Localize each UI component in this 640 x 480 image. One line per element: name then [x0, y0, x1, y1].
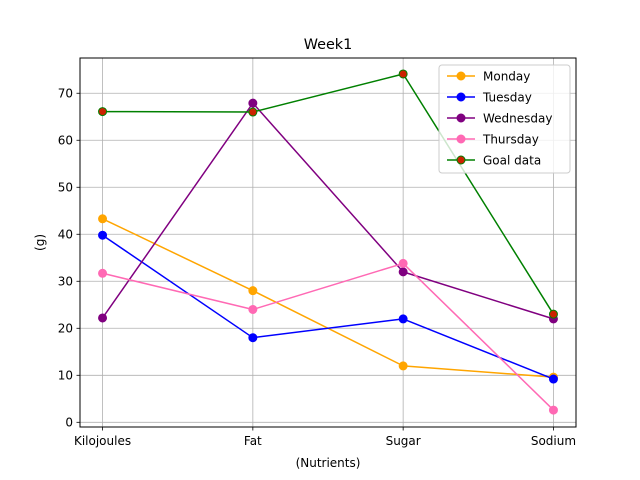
series-line: [101, 102, 554, 320]
x-tick-label: Kilojoules: [74, 434, 131, 448]
data-point: [98, 107, 108, 117]
series-tuesday: [98, 230, 558, 384]
legend-label: Thursday: [482, 132, 539, 146]
plot-frame: [79, 57, 577, 428]
chart-title: Week1: [304, 37, 353, 53]
legend-item: Goal data: [447, 153, 541, 167]
data-point: [248, 98, 258, 108]
data-point: [98, 214, 108, 224]
legend-label: Goal data: [483, 153, 541, 167]
y-tick-label: 50: [58, 181, 73, 195]
data-point: [248, 333, 258, 343]
data-point: [398, 314, 408, 324]
legend-item: Monday: [447, 69, 530, 83]
x-tick-label: Sugar: [386, 434, 421, 448]
legend-label: Monday: [483, 69, 530, 83]
data-point: [398, 361, 408, 371]
legend-marker: [456, 71, 466, 81]
legend-label: Tuesday: [482, 90, 532, 104]
data-point: [548, 374, 558, 384]
y-tick-label: 0: [65, 416, 73, 430]
y-tick-label: 70: [58, 87, 73, 101]
legend-marker: [456, 92, 466, 102]
y-tick-label: 40: [58, 228, 73, 242]
x-axis-title: (Nutrients): [296, 456, 361, 470]
series-line: [102, 262, 554, 411]
data-point: [548, 405, 558, 415]
x-tick-label: Fat: [244, 434, 262, 448]
series-goal-data: [98, 69, 558, 319]
legend-item: Wednesday: [447, 111, 552, 125]
legend-marker: [456, 155, 466, 165]
x-tick-label: Sodium: [531, 434, 576, 448]
y-tick-label: 20: [58, 322, 73, 336]
data-point: [248, 107, 258, 117]
data-point: [398, 69, 408, 79]
legend: Monday Tuesday Wednesday Thursday Goal data: [438, 64, 571, 174]
legend-item: Thursday: [447, 132, 539, 146]
series-line: [102, 234, 554, 380]
y-tick-label: 60: [58, 134, 73, 148]
series-thursday: [98, 258, 558, 415]
y-tick-label: 30: [58, 275, 73, 289]
y-tick-label: 10: [58, 369, 73, 383]
series-line: [102, 73, 555, 315]
y-axis-title: (g): [33, 234, 47, 251]
legend-marker: [456, 134, 466, 144]
series-lines: [98, 69, 558, 415]
axis-ticks: Kilojoules Fat Sugar Sodium 0 10 20 30 40 50 60 70: [58, 87, 576, 448]
data-point: [548, 309, 558, 319]
data-point: [248, 304, 258, 314]
data-point: [98, 230, 108, 240]
legend-label: Wednesday: [483, 111, 552, 125]
data-point: [98, 313, 108, 323]
legend-item: Tuesday: [447, 90, 532, 104]
data-point: [398, 258, 408, 268]
data-point: [398, 267, 408, 277]
legend-marker: [456, 113, 466, 123]
legend-box: [438, 64, 571, 174]
data-point: [248, 286, 258, 296]
data-point: [98, 268, 108, 278]
